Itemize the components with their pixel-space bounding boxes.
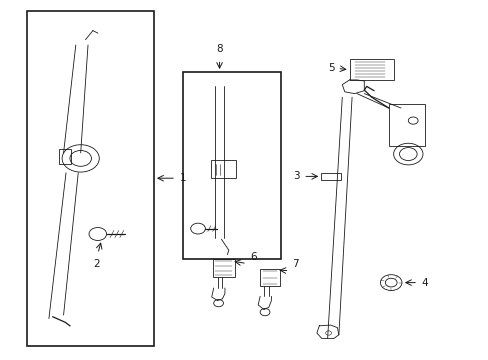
Bar (183, 72, 281, 259)
Text: 6: 6 (250, 252, 257, 262)
Text: 1: 1 (180, 173, 186, 183)
Bar (59, 149, 71, 164)
Text: 4: 4 (421, 278, 427, 288)
Bar (212, 259, 234, 277)
Text: 3: 3 (293, 171, 300, 181)
Text: 2: 2 (93, 259, 100, 269)
Bar (211, 160, 236, 178)
Bar (27, 11, 154, 346)
Bar (388, 104, 425, 146)
Text: 8: 8 (216, 44, 223, 54)
Text: 7: 7 (292, 259, 299, 269)
Bar (260, 269, 279, 286)
Bar (321, 173, 340, 180)
Bar (349, 59, 393, 80)
Text: 5: 5 (327, 63, 334, 73)
